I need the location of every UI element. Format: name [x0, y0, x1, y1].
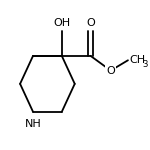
Text: CH: CH: [129, 55, 146, 65]
Text: NH: NH: [25, 119, 41, 129]
Text: 3: 3: [143, 60, 148, 69]
Text: OH: OH: [53, 18, 70, 28]
Text: O: O: [106, 66, 115, 76]
Text: O: O: [86, 18, 95, 28]
